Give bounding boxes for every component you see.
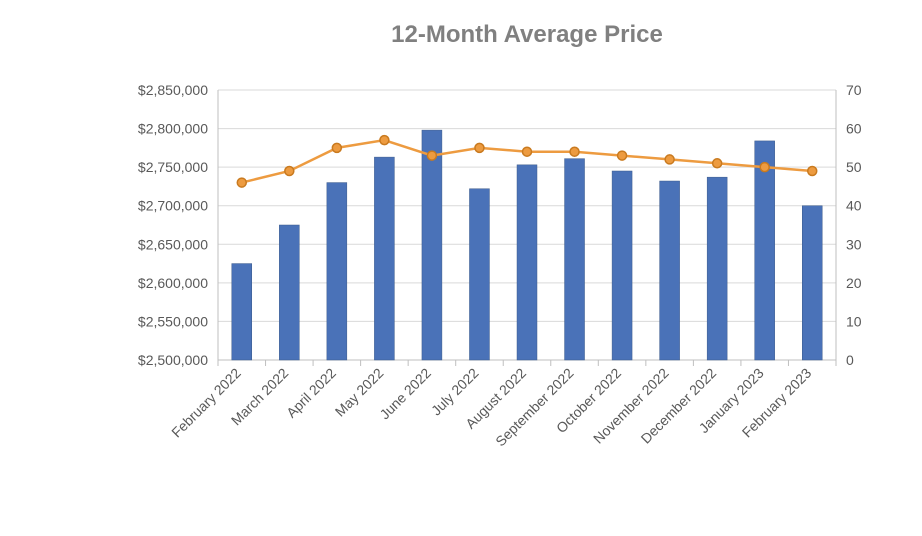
line-marker xyxy=(808,167,817,176)
line-marker xyxy=(570,147,579,156)
line-marker xyxy=(475,143,484,152)
left-axis-tick-label: $2,850,000 xyxy=(138,82,208,98)
bar xyxy=(802,206,822,360)
left-axis-tick-label: $2,600,000 xyxy=(138,275,208,291)
chart-title: 12-Month Average Price xyxy=(391,21,663,48)
line-marker xyxy=(760,163,769,172)
right-axis-tick-label: 50 xyxy=(846,159,862,175)
right-axis-tick-label: 30 xyxy=(846,236,862,252)
line-marker xyxy=(237,178,246,187)
bar xyxy=(517,165,537,360)
bar xyxy=(232,264,252,360)
bar xyxy=(422,130,442,360)
right-axis-tick-label: 60 xyxy=(846,121,862,137)
bar xyxy=(279,225,299,360)
line-marker xyxy=(427,151,436,160)
bar xyxy=(327,183,347,360)
bar xyxy=(565,159,585,360)
right-axis-tick-label: 40 xyxy=(846,198,862,214)
bar xyxy=(660,181,680,360)
category-label: April 2022 xyxy=(283,365,339,421)
left-axis-tick-label: $2,500,000 xyxy=(138,352,208,368)
left-axis-tick-label: $2,750,000 xyxy=(138,159,208,175)
line-marker xyxy=(285,167,294,176)
line-marker xyxy=(713,159,722,168)
line-marker xyxy=(665,155,674,164)
price-chart: 12-Month Average Price $2,500,000 $2,550,0… xyxy=(0,0,922,536)
left-axis-tick-label: $2,650,000 xyxy=(138,236,208,252)
left-axis-tick-label: $2,700,000 xyxy=(138,198,208,214)
left-axis-tick-label: $2,800,000 xyxy=(138,121,208,137)
bar xyxy=(755,141,775,360)
line-marker xyxy=(332,143,341,152)
bar xyxy=(469,189,489,360)
right-axis-tick-label: 0 xyxy=(846,352,854,368)
bar xyxy=(374,157,394,360)
category-label: February 2022 xyxy=(168,365,244,441)
line-marker xyxy=(523,147,532,156)
line-marker xyxy=(380,136,389,145)
right-axis-tick-label: 10 xyxy=(846,313,862,329)
line-marker xyxy=(618,151,627,160)
bar xyxy=(707,177,727,360)
bar xyxy=(612,171,632,360)
right-axis-tick-label: 70 xyxy=(846,82,862,98)
category-label: June 2022 xyxy=(376,365,434,423)
right-axis-tick-label: 20 xyxy=(846,275,862,291)
left-axis-tick-label: $2,550,000 xyxy=(138,313,208,329)
